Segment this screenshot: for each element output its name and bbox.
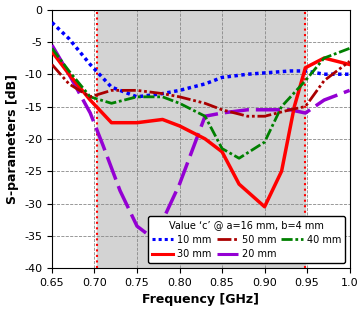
Legend: 10 mm, 30 mm, 50 mm, 20 mm, 40 mm: 10 mm, 30 mm, 50 mm, 20 mm, 40 mm [148,216,345,263]
X-axis label: Frequency [GHz]: Frequency [GHz] [142,294,259,306]
Y-axis label: S-parameters [dB]: S-parameters [dB] [5,74,19,204]
Bar [97,10,305,268]
